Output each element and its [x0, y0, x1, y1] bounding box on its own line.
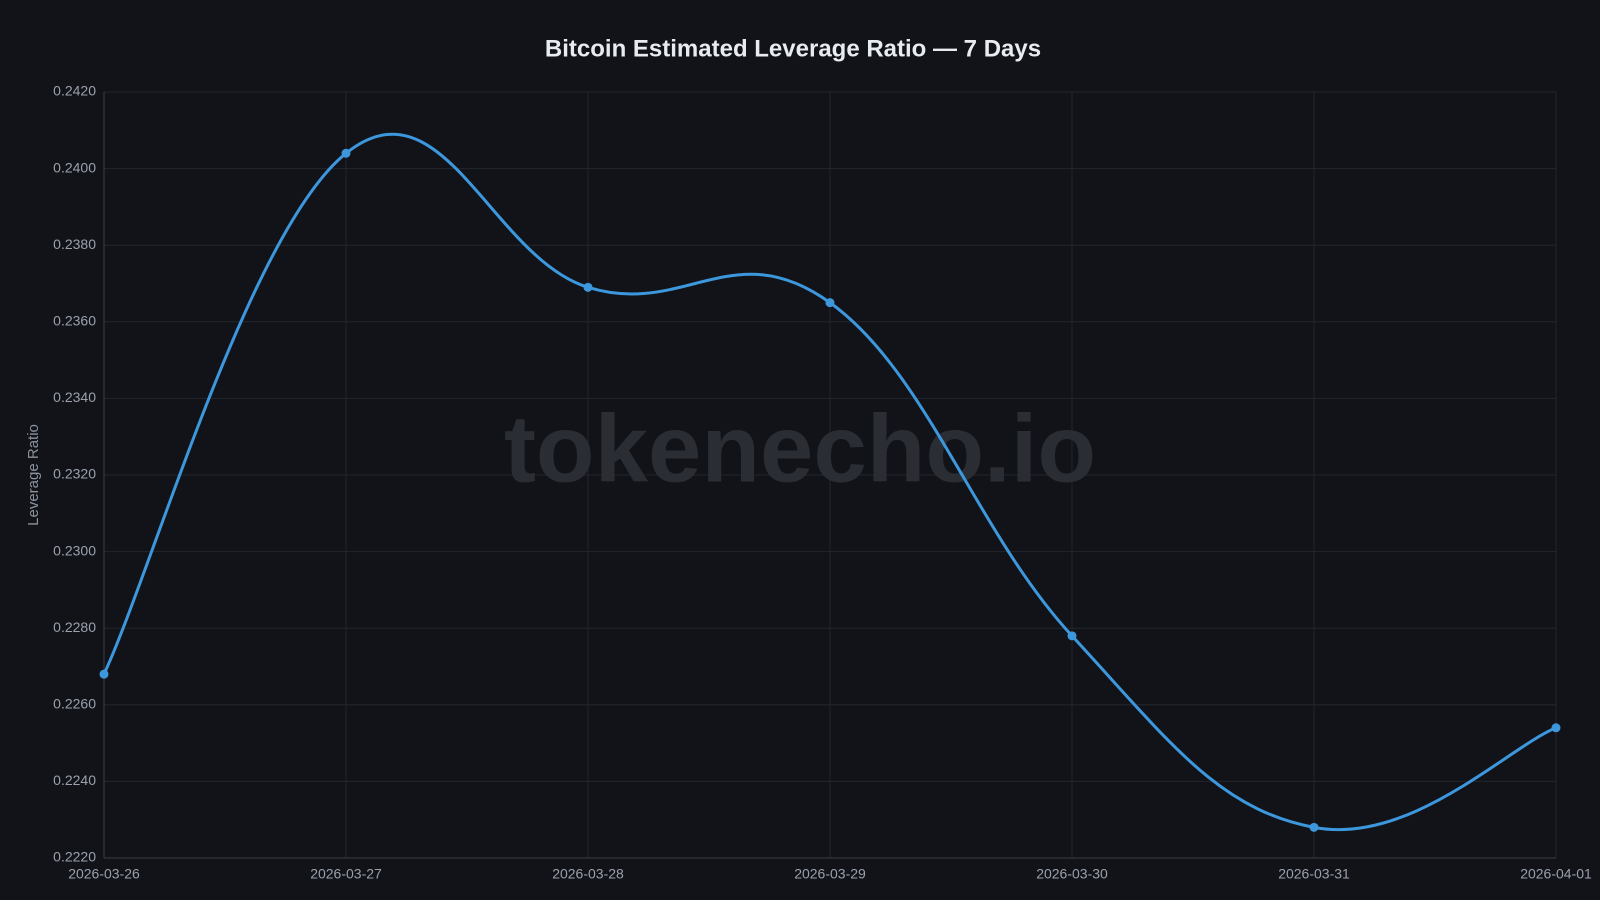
y-tick-label: 0.2340 — [53, 389, 96, 405]
x-tick-label: 2026-04-01 — [1520, 866, 1592, 882]
x-tick-label: 2026-03-28 — [552, 866, 624, 882]
y-tick-label: 0.2360 — [53, 313, 96, 329]
point — [1309, 822, 1319, 832]
point — [1067, 631, 1077, 641]
y-tick-label: 0.2220 — [53, 849, 96, 865]
chart-title: Bitcoin Estimated Leverage Ratio — 7 Day… — [545, 35, 1041, 62]
line — [102, 132, 1557, 831]
x-tick-label: 2026-03-26 — [68, 866, 140, 882]
y-tick-label: 0.2240 — [53, 772, 96, 788]
point — [825, 298, 835, 308]
x-tick-label: 2026-03-29 — [794, 866, 866, 882]
x-tick-label: 2026-03-27 — [310, 866, 382, 882]
point — [1551, 723, 1561, 733]
y-tick-label: 0.2320 — [53, 466, 96, 482]
y-tick-label: 0.2380 — [53, 236, 96, 252]
watermark: tokenecho.io — [504, 395, 1096, 502]
y-axis-title: Leverage Ratio — [25, 424, 42, 526]
point — [341, 148, 351, 158]
y-tick-label: 0.2300 — [53, 542, 96, 558]
y-tick-label: 0.2420 — [53, 83, 96, 99]
y-tick-label: 0.2280 — [53, 619, 96, 635]
y-tick-label: 0.2260 — [53, 696, 96, 712]
point — [99, 669, 109, 679]
x-tick-label: 2026-03-30 — [1036, 866, 1108, 882]
y-tick-label: 0.2400 — [53, 159, 96, 175]
point — [583, 282, 593, 292]
x-tick-label: 2026-03-31 — [1278, 866, 1350, 882]
